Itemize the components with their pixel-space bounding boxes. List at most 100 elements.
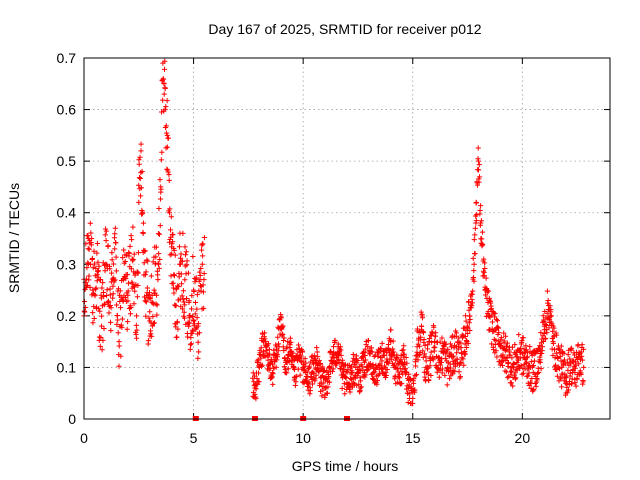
data-point	[180, 306, 186, 312]
data-point	[533, 383, 539, 389]
data-point	[133, 331, 139, 337]
data-point	[138, 169, 144, 176]
data-point	[101, 293, 107, 300]
data-point	[175, 326, 181, 332]
data-point	[476, 161, 482, 168]
x-axis-label: GPS time / hours	[292, 458, 399, 474]
data-point	[312, 376, 318, 382]
data-point	[166, 171, 172, 178]
data-point	[156, 251, 162, 257]
data-point	[521, 346, 527, 352]
data-point	[100, 260, 106, 266]
data-point	[437, 339, 443, 345]
data-point	[162, 106, 168, 113]
data-point	[322, 385, 328, 391]
y-tick-label: 0	[68, 411, 76, 427]
y-tick-label: 0.4	[57, 205, 77, 221]
data-point	[297, 372, 303, 378]
data-point	[173, 302, 179, 309]
data-point	[509, 368, 515, 374]
data-point	[200, 282, 206, 288]
data-point	[112, 246, 118, 252]
data-point	[413, 363, 419, 369]
data-point	[125, 319, 131, 325]
data-point	[304, 369, 310, 375]
data-point	[194, 292, 200, 298]
data-point	[90, 265, 96, 271]
data-point	[495, 325, 502, 331]
data-point	[147, 296, 153, 302]
data-point	[178, 281, 185, 287]
data-point	[186, 313, 192, 319]
data-point	[156, 205, 162, 212]
data-point	[550, 328, 556, 335]
data-point	[103, 238, 109, 244]
data-point	[198, 247, 205, 253]
data-point	[371, 376, 377, 382]
data-point	[399, 347, 405, 354]
data-point	[561, 357, 568, 363]
data-point	[449, 354, 455, 360]
data-point	[500, 352, 506, 358]
data-point	[451, 345, 457, 351]
data-point	[445, 364, 451, 371]
data-point	[254, 359, 261, 366]
data-point	[148, 333, 155, 339]
data-point	[480, 268, 487, 274]
data-point	[148, 331, 154, 337]
data-point	[531, 358, 538, 364]
data-point	[374, 381, 380, 387]
data-point	[99, 313, 105, 319]
data-point	[143, 269, 149, 275]
data-point	[92, 293, 98, 299]
data-point	[565, 367, 571, 373]
data-point	[95, 259, 101, 265]
data-point	[198, 265, 204, 272]
data-point	[449, 334, 455, 340]
data-point	[196, 349, 202, 355]
data-point	[384, 366, 390, 373]
data-point	[162, 85, 168, 91]
data-point	[358, 384, 364, 390]
data-point	[405, 385, 411, 391]
data-point	[558, 358, 564, 364]
data-point	[284, 370, 290, 376]
data-point	[107, 302, 113, 309]
data-point	[338, 347, 344, 353]
data-point	[467, 313, 473, 319]
data-point	[172, 252, 178, 258]
data-point	[94, 240, 101, 247]
data-point	[488, 305, 494, 312]
data-point	[200, 241, 206, 247]
data-point	[418, 323, 425, 329]
data-point	[129, 236, 135, 243]
data-point	[116, 343, 122, 349]
data-point	[576, 354, 582, 360]
data-point	[130, 224, 136, 230]
data-point	[170, 232, 176, 238]
data-point	[176, 284, 182, 290]
data-point	[523, 360, 529, 366]
data-point	[275, 334, 281, 340]
data-point	[375, 364, 381, 371]
data-point	[99, 347, 105, 353]
data-point	[448, 365, 454, 371]
data-point	[307, 388, 313, 394]
data-point	[578, 349, 584, 355]
data-point	[176, 244, 183, 250]
data-point	[463, 318, 469, 324]
data-point	[329, 368, 336, 374]
data-point	[260, 348, 267, 355]
data-point	[129, 281, 135, 287]
data-point	[443, 341, 449, 347]
data-point	[179, 258, 185, 265]
data-point	[86, 273, 92, 279]
data-point	[158, 184, 164, 190]
data-point	[116, 363, 122, 369]
data-point	[126, 250, 132, 257]
data-point	[362, 346, 368, 352]
data-point	[106, 299, 112, 305]
data-point	[415, 357, 421, 363]
data-point	[147, 318, 153, 324]
data-point	[366, 349, 372, 355]
